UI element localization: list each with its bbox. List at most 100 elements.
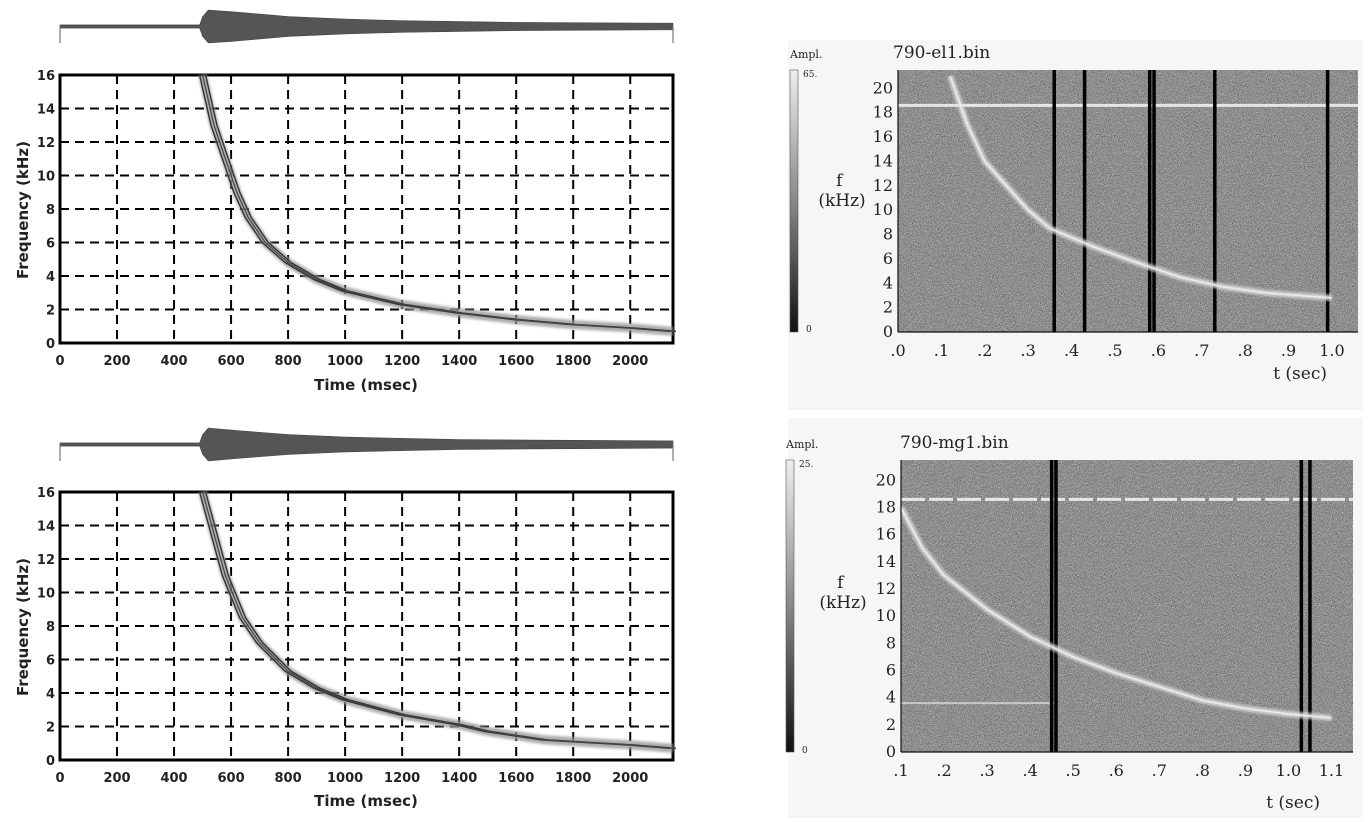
- trace-line: [202, 74, 674, 332]
- y-tick-label: 4: [46, 687, 55, 702]
- whistler-trace: [198, 490, 677, 753]
- spectrogram-image: [898, 70, 1358, 332]
- x-tick-label: .7: [1152, 761, 1167, 780]
- y-tick-label: 14: [37, 103, 55, 118]
- x-tick-label: .7: [1194, 341, 1209, 360]
- whistler-trace: [947, 75, 1333, 301]
- y-tick-labels: 0 2 4 6 8 10 12 14 16 18 20: [876, 460, 1353, 761]
- interference-lines: [901, 460, 1353, 752]
- y-tick-label: 20: [876, 470, 896, 489]
- x-tick-label: 400: [160, 771, 187, 786]
- grid: [60, 492, 673, 760]
- x-tick-label: .5: [1066, 761, 1081, 780]
- colorbar: [789, 69, 799, 333]
- panel-observed-top: Ampl. 65. 0 790-el1.bin .0 .1 .2 .3 .4 .5 .6 .7…: [788, 40, 1363, 410]
- y-axis-label-line1: f: [836, 171, 844, 191]
- x-tick-label: .8: [1238, 341, 1253, 360]
- x-tick-label: 1.0: [1276, 761, 1301, 780]
- y-tick-label: 16: [37, 69, 55, 84]
- x-tick-label: 1600: [498, 354, 534, 369]
- x-tick-label: .9: [1281, 341, 1296, 360]
- envelope-waveform: [59, 427, 674, 462]
- y-tick-label: 8: [46, 203, 55, 218]
- trace-line: [202, 491, 674, 749]
- x-tick-labels: 0 200 400 600 800 1000 1200 1400 1600 1800 2000: [55, 771, 648, 786]
- y-tick-label: 10: [876, 606, 896, 625]
- y-tick-label: 4: [883, 273, 893, 292]
- x-tick-label: 0: [55, 771, 64, 786]
- y-tick-labels: 0 2 4 6 8 10 12 14 16: [37, 69, 55, 352]
- x-tick-label: 0: [55, 354, 64, 369]
- spectrogram-image: [901, 460, 1353, 752]
- x-axis-label: Time (msec): [314, 376, 418, 394]
- y-tick-label: 8: [886, 633, 896, 652]
- envelope-waveform: [59, 9, 674, 44]
- x-tick-label: .2: [936, 761, 951, 780]
- y-tick-label: 18: [873, 103, 893, 122]
- x-axis-label: t (sec): [1273, 364, 1327, 384]
- y-tick-label: 20: [873, 78, 893, 97]
- y-axis-label: f (kHz): [818, 171, 865, 211]
- colorbar-max: 25.: [799, 460, 813, 470]
- x-tick-label: .4: [1064, 341, 1079, 360]
- panel-observed-bottom: Ampl. 25. 0 790-mg1.bin .1 .2 .3 .4 .5 .6 .7 .8…: [785, 418, 1363, 818]
- y-tick-label: 10: [37, 587, 55, 602]
- x-tick-label: 800: [275, 354, 302, 369]
- envelope-fill: [59, 427, 674, 462]
- y-tick-label: 8: [883, 225, 893, 244]
- colorbar-max: 65.: [803, 70, 817, 80]
- x-tick-label: .8: [1195, 761, 1210, 780]
- y-axis-label: Frequency (kHz): [14, 141, 32, 279]
- x-tick-label: 1600: [498, 771, 534, 786]
- y-tick-label: 16: [876, 525, 896, 544]
- x-tick-label: 400: [160, 354, 187, 369]
- x-tick-label: 1800: [555, 771, 591, 786]
- x-tick-labels: 0 200 400 600 800 1000 1200 1400 1600 1800 2000: [55, 354, 648, 369]
- y-tick-label: 0: [46, 754, 55, 769]
- x-tick-label: .6: [1109, 761, 1124, 780]
- x-tick-labels: .1 .2 .3 .4 .5 .6 .7 .8 .9 1.0 1.1: [893, 761, 1344, 780]
- y-tick-label: 12: [37, 553, 55, 568]
- y-tick-label: 0: [883, 322, 893, 341]
- x-tick-label: .5: [1107, 341, 1122, 360]
- x-tick-label: .1: [893, 761, 908, 780]
- whistler-trace: [198, 74, 677, 336]
- x-tick-label: 1800: [555, 354, 591, 369]
- y-tick-label: 14: [37, 520, 55, 535]
- x-tick-label: 200: [103, 354, 130, 369]
- grid: [60, 75, 673, 343]
- x-tick-label: 1400: [441, 354, 477, 369]
- y-tick-label: 2: [886, 715, 896, 734]
- x-tick-label: 800: [275, 771, 302, 786]
- y-tick-label: 4: [886, 688, 896, 707]
- x-tick-label: .3: [979, 761, 994, 780]
- colorbar-min: 0: [806, 325, 812, 335]
- y-tick-label: 12: [876, 579, 896, 598]
- y-axis-label-line1: f: [837, 573, 845, 593]
- x-axis-label: Time (msec): [314, 792, 418, 810]
- y-tick-label: 14: [876, 552, 896, 571]
- y-tick-label: 10: [37, 170, 55, 185]
- y-tick-label: 0: [46, 337, 55, 352]
- x-tick-label: .6: [1151, 341, 1166, 360]
- y-tick-label: 16: [873, 127, 893, 146]
- x-tick-label: 1.0: [1319, 341, 1344, 360]
- x-tick-label: 600: [217, 354, 244, 369]
- y-tick-label: 2: [883, 298, 893, 317]
- y-tick-label: 4: [46, 270, 55, 285]
- trace-line: [900, 507, 1332, 719]
- whistler-trace: [898, 506, 1332, 721]
- y-tick-label: 2: [46, 721, 55, 736]
- x-tick-label: 1000: [327, 771, 363, 786]
- x-tick-label: 2000: [612, 771, 648, 786]
- y-tick-label: 6: [46, 654, 55, 669]
- colorbar: [785, 459, 795, 753]
- x-axis-label: t (sec): [1266, 793, 1320, 813]
- x-tick-labels: .0 .1 .2 .3 .4 .5 .6 .7 .8 .9 1.0: [890, 341, 1344, 360]
- panel-simulated-top: 0 200 400 600 800 1000 1200 1400 1600 1800 2000 0 2…: [14, 9, 677, 394]
- y-tick-labels: 0 2 4 6 8 10 12 14 16: [37, 486, 55, 769]
- colorbar-label: Ampl.: [785, 438, 818, 451]
- x-tick-label: 1000: [327, 354, 363, 369]
- x-tick-label: .9: [1238, 761, 1253, 780]
- y-tick-label: 0: [886, 742, 896, 761]
